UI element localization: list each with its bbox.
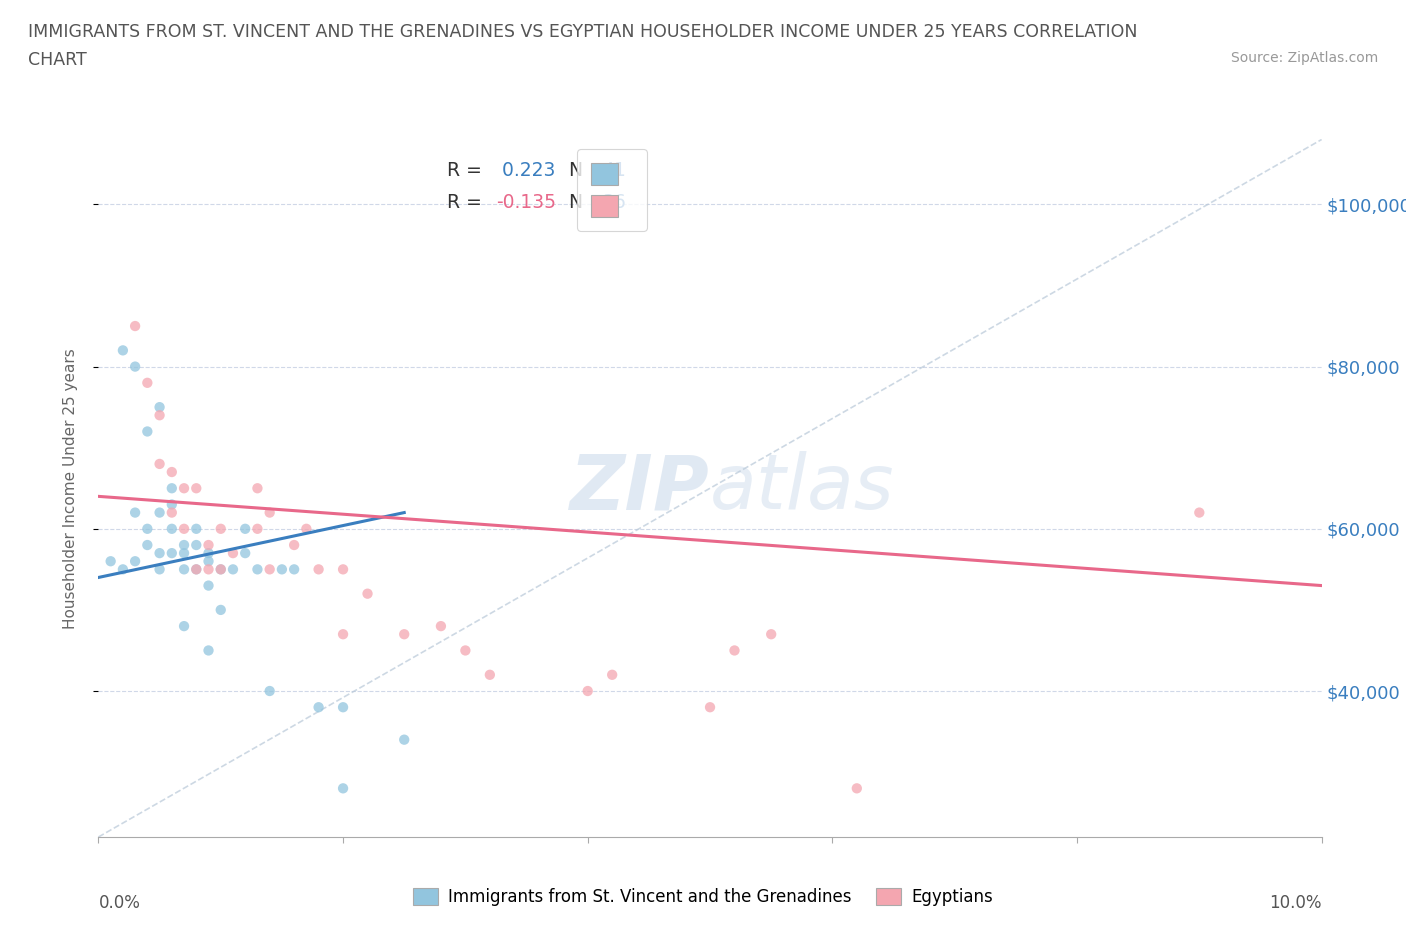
Point — [173, 481, 195, 496]
Point — [186, 538, 208, 552]
Point — [160, 465, 183, 480]
Point — [197, 578, 219, 593]
Point — [186, 562, 208, 577]
Point — [246, 481, 269, 496]
Point — [478, 668, 501, 683]
Point — [160, 481, 183, 496]
Point — [283, 562, 305, 577]
Text: 41: 41 — [602, 162, 626, 180]
Point — [845, 781, 868, 796]
Text: IMMIGRANTS FROM ST. VINCENT AND THE GRENADINES VS EGYPTIAN HOUSEHOLDER INCOME UN: IMMIGRANTS FROM ST. VINCENT AND THE GREN… — [28, 23, 1137, 41]
Point — [259, 684, 281, 698]
Point — [160, 497, 183, 512]
Text: 0.0%: 0.0% — [98, 894, 141, 911]
Point — [600, 668, 623, 683]
Y-axis label: Householder Income Under 25 years: Householder Income Under 25 years — [63, 348, 77, 629]
Point — [233, 522, 256, 537]
Point — [209, 522, 232, 537]
Point — [246, 562, 269, 577]
Text: N =: N = — [551, 162, 610, 180]
Point — [160, 505, 183, 520]
Point — [356, 586, 378, 601]
Point — [222, 546, 245, 561]
Text: R =: R = — [447, 193, 488, 212]
Point — [197, 553, 219, 568]
Point — [308, 699, 330, 714]
Point — [149, 400, 172, 415]
Point — [332, 627, 354, 642]
Point — [295, 522, 318, 537]
Point — [699, 699, 721, 714]
Point — [186, 522, 208, 537]
Point — [222, 562, 245, 577]
Point — [259, 562, 281, 577]
Point — [209, 562, 232, 577]
Point — [197, 546, 219, 561]
Point — [246, 522, 269, 537]
Point — [186, 562, 208, 577]
Text: 10.0%: 10.0% — [1270, 894, 1322, 911]
Text: CHART: CHART — [28, 51, 87, 69]
Point — [197, 562, 219, 577]
Text: Source: ZipAtlas.com: Source: ZipAtlas.com — [1230, 51, 1378, 65]
Point — [100, 553, 122, 568]
Point — [124, 319, 146, 334]
Point — [149, 457, 172, 472]
Point — [723, 643, 745, 658]
Point — [332, 699, 354, 714]
Point — [197, 538, 219, 552]
Point — [149, 505, 172, 520]
Point — [149, 408, 172, 423]
Point — [186, 481, 208, 496]
Legend: , : , — [578, 149, 647, 231]
Point — [392, 732, 416, 747]
Point — [124, 553, 146, 568]
Text: 36: 36 — [602, 193, 626, 212]
Point — [160, 546, 183, 561]
Point — [259, 505, 281, 520]
Point — [136, 376, 159, 391]
Point — [454, 643, 477, 658]
Point — [173, 522, 195, 537]
Point — [332, 562, 354, 577]
Text: N =: N = — [551, 193, 610, 212]
Point — [332, 781, 354, 796]
Point — [173, 546, 195, 561]
Point — [759, 627, 782, 642]
Text: R =: R = — [447, 162, 488, 180]
Point — [233, 546, 256, 561]
Point — [209, 603, 232, 618]
Point — [124, 359, 146, 374]
Point — [111, 562, 134, 577]
Point — [160, 522, 183, 537]
Point — [136, 424, 159, 439]
Legend: Immigrants from St. Vincent and the Grenadines, Egyptians: Immigrants from St. Vincent and the Gren… — [406, 881, 1000, 912]
Point — [197, 643, 219, 658]
Point — [308, 562, 330, 577]
Point — [430, 618, 453, 633]
Point — [111, 343, 134, 358]
Point — [136, 522, 159, 537]
Point — [209, 562, 232, 577]
Point — [173, 562, 195, 577]
Point — [173, 618, 195, 633]
Point — [136, 538, 159, 552]
Text: 0.223: 0.223 — [496, 162, 555, 180]
Point — [173, 538, 195, 552]
Point — [149, 546, 172, 561]
Point — [576, 684, 599, 698]
Text: ZIP: ZIP — [571, 451, 710, 525]
Point — [392, 627, 416, 642]
Text: atlas: atlas — [710, 451, 894, 525]
Point — [270, 562, 292, 577]
Text: -0.135: -0.135 — [496, 193, 555, 212]
Point — [149, 562, 172, 577]
Point — [1188, 505, 1211, 520]
Point — [283, 538, 305, 552]
Point — [124, 505, 146, 520]
